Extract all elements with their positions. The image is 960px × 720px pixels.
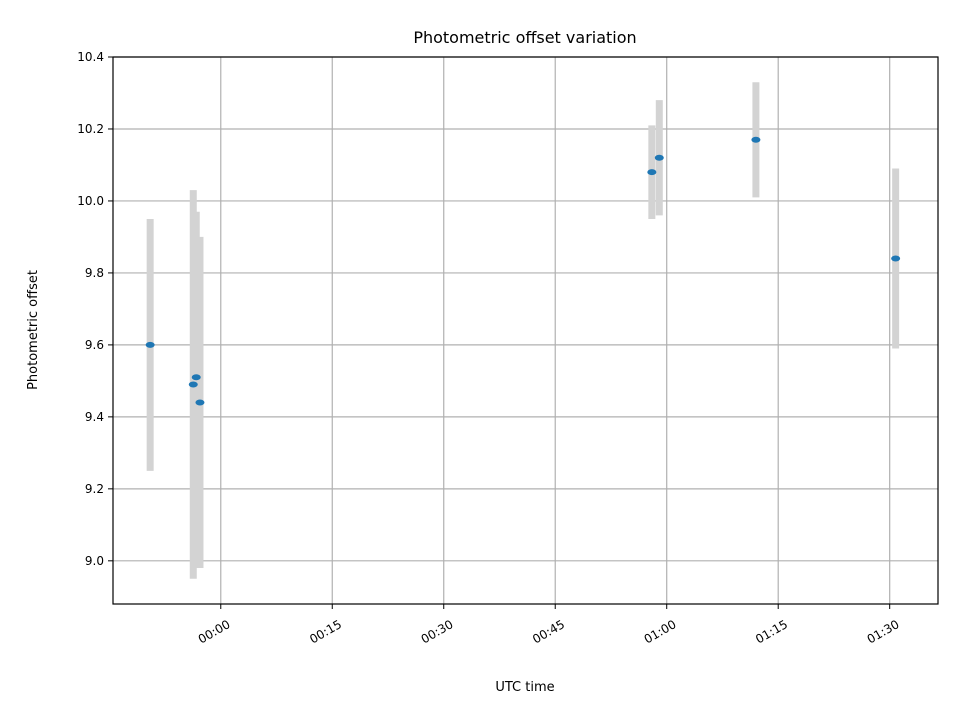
y-tick-label: 9.8 bbox=[85, 266, 104, 280]
x-axis-label: UTC time bbox=[495, 680, 554, 695]
y-tick-label: 10.4 bbox=[77, 50, 104, 64]
data-point bbox=[188, 381, 198, 388]
y-tick-label: 10.0 bbox=[77, 194, 104, 208]
x-tick-label: 00:30 bbox=[419, 617, 456, 646]
data-point bbox=[891, 255, 901, 262]
data-point bbox=[191, 374, 201, 381]
y-tick-label: 9.4 bbox=[85, 410, 104, 424]
x-tick-label: 01:00 bbox=[642, 617, 679, 646]
data-point bbox=[647, 169, 657, 176]
y-tick-label: 10.2 bbox=[77, 122, 104, 136]
chart-title: Photometric offset variation bbox=[413, 28, 636, 47]
error-bars bbox=[146, 82, 900, 579]
y-axis-ticks: 9.0 9.2 9.4 9.6 9.8 10.0 10.2 10.4 bbox=[77, 50, 113, 568]
x-tick-label: 00:45 bbox=[530, 617, 567, 646]
data-points bbox=[145, 136, 901, 406]
plot-frame bbox=[112, 56, 939, 605]
grid-lines bbox=[113, 56, 938, 604]
y-tick-label: 9.0 bbox=[85, 554, 104, 568]
x-axis-ticks: 00:00 00:15 00:30 00:45 01:00 01:15 01:30 bbox=[196, 604, 902, 647]
x-tick-label: 00:00 bbox=[196, 617, 233, 646]
x-tick-label: 01:15 bbox=[753, 617, 790, 646]
data-point bbox=[145, 341, 155, 348]
y-tick-label: 9.6 bbox=[85, 338, 104, 352]
data-point bbox=[654, 154, 664, 161]
x-tick-label: 00:15 bbox=[307, 617, 344, 646]
y-tick-label: 9.2 bbox=[85, 482, 104, 496]
y-axis-label: Photometric offset bbox=[26, 270, 41, 390]
data-point bbox=[195, 399, 205, 406]
data-point bbox=[751, 136, 761, 143]
x-tick-label: 01:30 bbox=[865, 617, 902, 646]
